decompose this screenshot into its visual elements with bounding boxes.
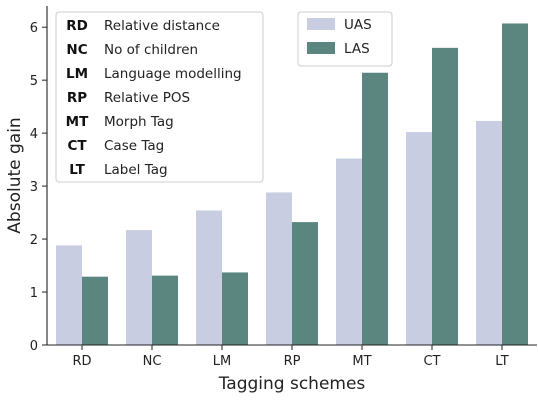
legend-label-rp: Relative POS bbox=[104, 90, 190, 106]
x-axis-label: Tagging schemes bbox=[218, 374, 366, 394]
y-tick-label: 5 bbox=[30, 74, 38, 89]
legend-label-lt: Label Tag bbox=[104, 162, 168, 178]
bar-uas-lt bbox=[476, 120, 502, 345]
y-tick-label: 1 bbox=[30, 286, 38, 301]
legend-series-uas: UAS bbox=[344, 17, 372, 33]
legend-abbr-rd: RD bbox=[66, 18, 88, 34]
x-tick-label-rd: RD bbox=[72, 354, 91, 369]
x-tick-label-lt: LT bbox=[495, 354, 508, 369]
abbreviation-legend: RD Relative distance NC No of children LM Lan… bbox=[55, 11, 264, 183]
bar-uas-rd bbox=[56, 245, 82, 345]
legend-label-mt: Morph Tag bbox=[104, 114, 174, 130]
legend-abbr-mt: MT bbox=[66, 114, 89, 130]
legend-series-las: LAS bbox=[344, 41, 370, 57]
y-ticks-group: 0 1 2 3 4 5 6 bbox=[30, 21, 47, 354]
bar-uas-rp bbox=[266, 192, 292, 345]
bar-uas-mt bbox=[336, 158, 362, 345]
y-tick-label: 4 bbox=[30, 127, 38, 142]
bar-las-nc bbox=[152, 275, 178, 345]
legend-abbr-nc: NC bbox=[66, 42, 87, 58]
bar-las-lt bbox=[502, 23, 528, 345]
x-tick-label-nc: NC bbox=[143, 354, 162, 369]
legend-abbr-lm: LM bbox=[66, 66, 88, 82]
x-ticks-group: RD NC LM RP MT CT LT bbox=[72, 345, 509, 369]
legend-label-lm: Language modelling bbox=[104, 66, 242, 82]
legend-label-rd: Relative distance bbox=[104, 18, 220, 34]
y-tick-label: 6 bbox=[30, 21, 38, 36]
bars-group bbox=[56, 23, 528, 346]
series-legend: UAS LAS bbox=[297, 11, 393, 67]
y-tick-label: 3 bbox=[30, 180, 38, 195]
x-tick-label-ct: CT bbox=[423, 354, 440, 369]
legend-abbr-lt: LT bbox=[69, 162, 85, 178]
x-tick-label-mt: MT bbox=[352, 354, 371, 369]
legend-label-ct: Case Tag bbox=[104, 138, 164, 154]
x-tick-label-rp: RP bbox=[284, 354, 301, 369]
legend-abbr-ct: CT bbox=[67, 138, 87, 154]
y-tick-label: 0 bbox=[30, 339, 38, 354]
legend-swatch-uas bbox=[307, 18, 335, 30]
bar-las-rd bbox=[82, 276, 108, 345]
abbreviation-legend-frame bbox=[55, 11, 264, 183]
y-axis-label: Absolute gain bbox=[5, 117, 25, 233]
y-tick-label: 2 bbox=[30, 233, 38, 248]
bar-uas-nc bbox=[126, 230, 152, 345]
bar-las-lm bbox=[222, 272, 248, 345]
bar-las-ct bbox=[432, 47, 458, 345]
bar-las-rp bbox=[292, 222, 318, 345]
legend-swatch-las bbox=[307, 42, 335, 54]
bar-las-mt bbox=[362, 72, 388, 346]
x-tick-label-lm: LM bbox=[213, 354, 231, 369]
bar-uas-ct bbox=[406, 132, 432, 345]
legend-label-nc: No of children bbox=[104, 42, 198, 58]
legend-abbr-rp: RP bbox=[67, 90, 87, 106]
bar-uas-lm bbox=[196, 210, 222, 345]
